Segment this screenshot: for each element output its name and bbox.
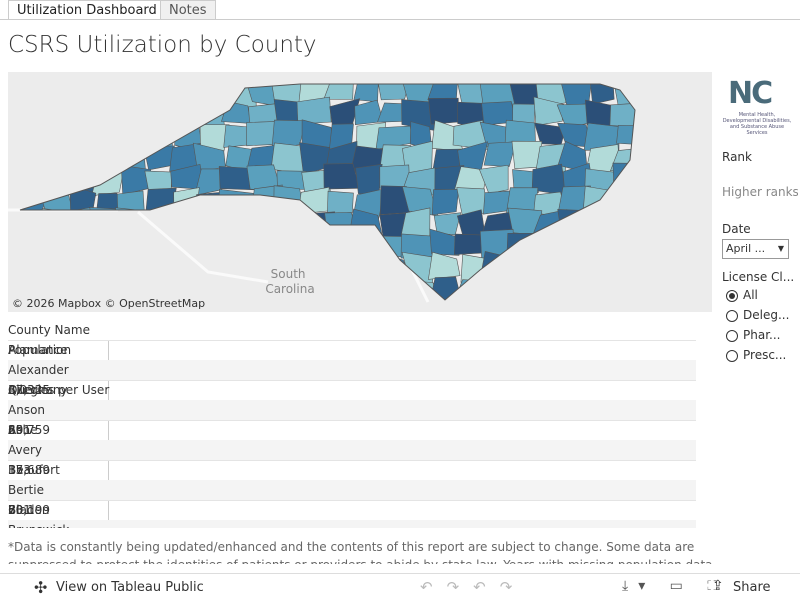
county-shape	[376, 84, 412, 101]
county-shape	[428, 251, 461, 280]
county-shape	[535, 84, 570, 108]
county-shape	[616, 125, 635, 146]
table-cell: 50	[8, 503, 24, 517]
table-cell: Population	[8, 343, 72, 357]
tab[interactable]: Utilization Dashboard	[8, 0, 166, 20]
county-shape	[428, 97, 459, 125]
radio-label: Presc...	[743, 348, 787, 362]
table-cell: Alexander	[8, 363, 69, 377]
table-cell: 731	[8, 503, 31, 517]
county-shape	[323, 84, 354, 100]
logo-text: Mental Health, Developmental Disabilitie…	[722, 112, 792, 136]
table-cell: Brunswick	[8, 520, 696, 528]
table-cell: 25,759	[8, 423, 50, 437]
county-shape	[483, 141, 517, 167]
table-cell: 20,199	[8, 503, 50, 517]
table-row: Alleghany10,83769	[8, 380, 696, 437]
county-shape	[327, 190, 354, 214]
radio-button[interactable]	[726, 290, 738, 302]
table-cell: 353	[8, 463, 31, 477]
county-shape	[478, 164, 509, 194]
table-cell: Queries per User	[8, 383, 110, 397]
table-cell: Ashe	[8, 423, 38, 437]
title: CSRS Utilization by County	[8, 32, 317, 58]
toolbar: ✣ View on Tableau Public ↶↷↶↷ ⤓▾ ▭ ⛶ ⇪ S…	[0, 573, 800, 601]
county-shape	[589, 84, 615, 105]
table-header: County NamePopulationQueriesQueries per …	[8, 320, 696, 417]
county-shape	[296, 96, 332, 125]
map-label: South Carolina	[265, 267, 314, 296]
table-cell: Anson	[8, 403, 46, 417]
table-row: Brunswick122,7652,5269276	[8, 520, 696, 528]
filter-label: Rank	[722, 150, 752, 164]
radio-label: Deleg...	[743, 308, 790, 322]
county-shape	[431, 188, 459, 216]
county-shape	[533, 96, 564, 126]
table-cell: Avery	[8, 443, 43, 457]
table-row: Alamance158,2763,03310301	[8, 340, 696, 437]
radio-button[interactable]	[726, 330, 738, 342]
radio-label: Phar...	[743, 328, 781, 342]
data-table: County NamePopulationQueriesQueries per …	[8, 320, 696, 528]
table-cell: Alleghany	[8, 383, 68, 397]
table-cell: 69	[8, 423, 24, 437]
map: South Carolina © 2026 Mapbox © OpenStree…	[8, 72, 712, 312]
table-row: Ashe27,020353750	[8, 420, 696, 517]
county-shape	[583, 122, 620, 151]
map-attribution: © 2026 Mapbox © OpenStreetMap	[12, 297, 205, 310]
tab[interactable]: Notes	[160, 0, 216, 20]
tab-line	[0, 19, 800, 20]
radio-button[interactable]	[726, 310, 738, 322]
table-row: Bladen34,3189301852	[8, 500, 696, 528]
history-icons: ↶↷↶↷	[420, 578, 527, 596]
table-cell: County Name	[8, 323, 90, 337]
share-button[interactable]: Share	[733, 580, 771, 595]
table-cell: 301	[8, 423, 31, 437]
county-shape	[246, 121, 276, 147]
column-separator	[108, 340, 109, 528]
icon: ✣	[34, 578, 48, 597]
table-cell: 37,325	[8, 383, 50, 397]
table-cell: 6	[8, 503, 16, 517]
map-label-line: Carolina	[265, 282, 314, 296]
table-cell: Alamance	[8, 343, 68, 357]
table-cell: 8	[8, 423, 16, 437]
state-outline	[19, 83, 636, 301]
filter-label: License Cl...	[722, 270, 795, 284]
share-icon: ⇪	[712, 578, 724, 594]
radio-label: All	[743, 288, 758, 302]
table-cell: 17,689	[8, 463, 50, 477]
table-cell: 3,033	[8, 383, 43, 397]
table-cell: Beaufort	[8, 463, 60, 477]
table-cell: Bladen	[8, 503, 50, 517]
tool-icons[interactable]: ⤓▾ ▭ ⛶	[622, 578, 728, 594]
date-dropdown[interactable]: April ... ▼	[722, 239, 789, 259]
rank-text: Higher ranks mean	[722, 185, 798, 199]
radio-button[interactable]	[726, 350, 738, 362]
view-button[interactable]: View on Tableau Public	[56, 580, 204, 595]
table-row: Beaufort47,651731892	[8, 460, 696, 528]
logo: NC	[728, 76, 773, 111]
dropdown-value: April ...	[726, 242, 766, 255]
filter-label: Date	[722, 222, 751, 236]
map-label-line: South	[271, 267, 306, 281]
table-cell: Bertie	[8, 483, 44, 497]
footnote: *Data is constantly being updated/enhanc…	[8, 540, 713, 564]
